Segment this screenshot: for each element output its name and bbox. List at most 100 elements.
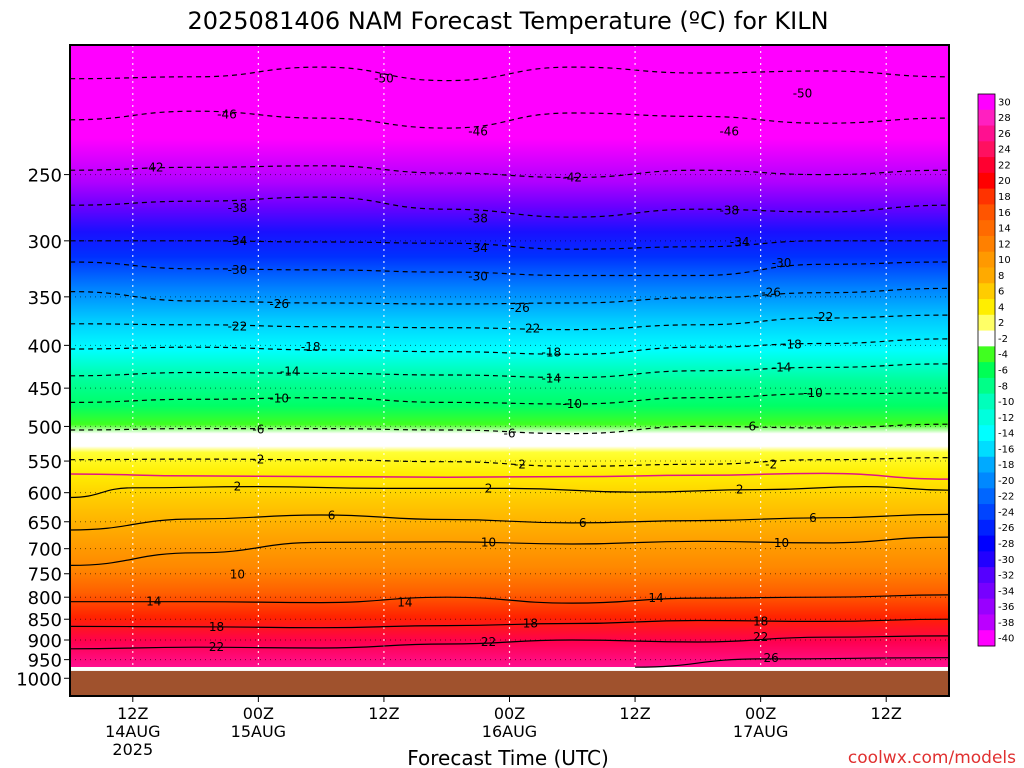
contour-label: 10 (481, 535, 496, 549)
contour-label: 14 (146, 595, 161, 609)
colorbar-label: 24 (998, 145, 1011, 156)
grid-lines (70, 45, 949, 696)
colorbar-label: 10 (998, 255, 1011, 266)
contour-label: 22 (209, 640, 224, 654)
colorbar-swatch (978, 125, 995, 142)
colorbar-swatch (978, 346, 995, 363)
colorbar-label: 2 (998, 318, 1004, 329)
contour-label: 14 (397, 596, 412, 610)
colorbar-label: -14 (998, 429, 1014, 440)
colorbar-label: 30 (998, 97, 1011, 108)
colorbar-swatch (978, 519, 995, 537)
contour-line (70, 457, 949, 467)
colorbar-label: -28 (998, 539, 1014, 550)
contour-label: -42 (562, 170, 582, 184)
contour-label: -30 (468, 270, 488, 284)
contour-label: -34 (468, 241, 488, 255)
contour-label: -22 (228, 320, 248, 334)
colorbar-label: -30 (998, 555, 1014, 566)
contour-line (70, 635, 949, 650)
contour-line (70, 196, 949, 218)
contour-line (70, 594, 949, 604)
x-axis-title: Forecast Time (UTC) (407, 746, 609, 768)
pressure-tick-label: 650 (28, 513, 62, 534)
contour-label: -6 (744, 419, 756, 433)
colorbar-label: -22 (998, 492, 1014, 503)
colorbar-swatch (978, 377, 995, 395)
colorbar-label: 18 (998, 192, 1011, 203)
colorbar-swatch (978, 440, 995, 458)
colorbar-swatch (978, 94, 995, 111)
contour-label: 26 (763, 651, 778, 665)
colorbar-swatch (978, 188, 995, 205)
pressure-tick-label: 1000 (16, 669, 62, 690)
pressure-tick-label: 450 (28, 379, 62, 400)
time-tick-label: 12Z (871, 704, 902, 723)
contour-line (70, 338, 949, 355)
contour-label: -46 (719, 124, 739, 138)
contour-line (70, 314, 949, 331)
colorbar-swatch (978, 456, 995, 474)
colorbar-swatch (978, 551, 995, 568)
colorbar-frame (977, 93, 996, 647)
colorbar-swatch (978, 109, 995, 127)
time-tick-label: 12Z (117, 704, 148, 723)
colorbar-swatch (978, 582, 995, 600)
contour-label: 10 (774, 536, 789, 550)
time-tick-label: 00Z (494, 704, 525, 723)
contour-label: -2 (252, 453, 264, 467)
pressure-tick-label: 400 (28, 336, 62, 357)
contour-line (70, 261, 949, 277)
contour-label: 18 (523, 616, 538, 630)
pressure-tick-label: 350 (28, 288, 62, 309)
contour-label: -30 (772, 256, 792, 270)
contour-label: -50 (374, 72, 394, 86)
contour-line (70, 423, 949, 435)
contour-label: -22 (814, 310, 834, 324)
time-tick-label: 12Z (619, 704, 650, 723)
colorbar-label: 22 (998, 160, 1011, 171)
colorbar-swatch (978, 220, 995, 237)
contour-label: -46 (468, 124, 488, 138)
ground-surface (70, 670, 949, 696)
colorbar-label: -2 (998, 334, 1008, 345)
colorbar-label: 12 (998, 239, 1011, 250)
colorbar-swatch (978, 314, 995, 332)
colorbar-swatch (978, 362, 995, 379)
colorbar-label: 4 (998, 302, 1004, 313)
time-tick-label: 00Z (243, 704, 274, 723)
contour-label: -6 (252, 422, 264, 436)
contour-labels: -50 -50 -46 -46 -46 -42 -42 -38 -38 -38 -34 -34 -34 -… (144, 72, 833, 665)
contour-label: -38 (468, 211, 488, 225)
contour-label: -14 (772, 360, 792, 374)
contour-label: -30 (228, 263, 248, 277)
contour-label: -10 (562, 397, 582, 411)
colorbar-label: -26 (998, 523, 1014, 534)
colorbar-swatch (978, 141, 995, 158)
colorbar-swatch (978, 488, 995, 505)
colorbar-label: 8 (998, 271, 1004, 282)
colorbar-label: -38 (998, 618, 1014, 629)
year-tick-label: 2025 (112, 740, 153, 759)
contour-label: 2 (485, 481, 493, 495)
colorbar-swatch (978, 630, 995, 647)
contour-line (70, 66, 949, 82)
contour-label: -42 (144, 160, 164, 174)
date-tick-label: 17AUG (733, 722, 788, 741)
colorbar-swatch (978, 614, 995, 631)
freezing-line (70, 472, 949, 480)
colorbar-label: 16 (998, 208, 1011, 219)
colorbar-swatch (978, 235, 995, 253)
pressure-tick-label: 850 (28, 610, 62, 631)
contour-line (635, 657, 949, 668)
contour-label: -50 (793, 87, 813, 101)
contour-label: 22 (753, 630, 768, 644)
contour-label: -14 (280, 365, 300, 379)
contour-label: -10 (803, 386, 823, 400)
contour-line (70, 485, 949, 499)
contour-line (70, 240, 949, 250)
colorbar-swatch (978, 283, 995, 300)
colorbar-swatch (978, 157, 995, 174)
pressure-axis: 2503003504004505005506006507007508008509… (16, 166, 70, 690)
contour-label: 10 (230, 568, 245, 582)
